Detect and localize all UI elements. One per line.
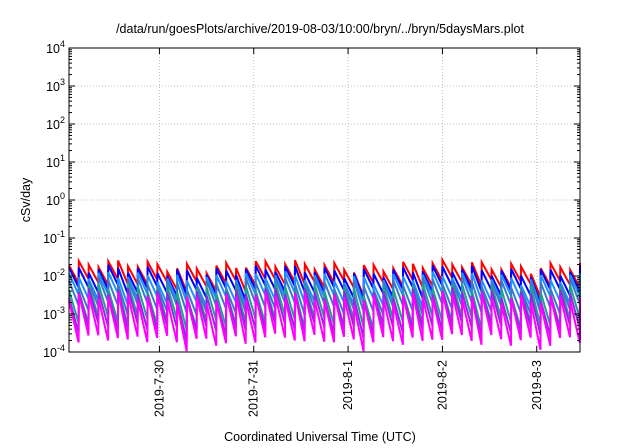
y-tick-label: 10-4 [43, 343, 65, 360]
x-tick-label: 2019-8-2 [435, 360, 449, 410]
series-lines [68, 256, 581, 352]
y-tick-label: 101 [46, 153, 65, 170]
y-tick-label: 102 [46, 115, 65, 132]
axis-ticks [69, 47, 580, 353]
x-tick-labels: 2019-7-30 2019-7-31 2019-8-1 2019-8-2 2019-8… [152, 360, 543, 417]
x-tick-label: 2019-7-31 [247, 360, 261, 417]
y-tick-label: 10-3 [43, 305, 65, 322]
chart-title: /data/run/goesPlots/archive/2019-08-03/1… [116, 22, 524, 36]
x-tick-label: 2019-8-3 [530, 360, 544, 410]
y-tick-label: 103 [46, 77, 65, 94]
series-line [68, 291, 581, 352]
x-tick-label: 2019-7-30 [152, 360, 166, 417]
y-axis-label: cSv/day [19, 177, 33, 223]
x-tick-label: 2019-8-1 [341, 360, 355, 410]
y-tick-label: 10-1 [43, 229, 65, 246]
y-tick-label: 10-2 [43, 267, 65, 284]
y-tick-label: 100 [46, 191, 65, 208]
y-tick-labels: 10-4 10-3 10-2 10-1 100 101 102 103 104 [43, 39, 65, 360]
x-axis-label: Coordinated Universal Time (UTC) [224, 430, 416, 444]
y-tick-label: 104 [46, 39, 65, 56]
